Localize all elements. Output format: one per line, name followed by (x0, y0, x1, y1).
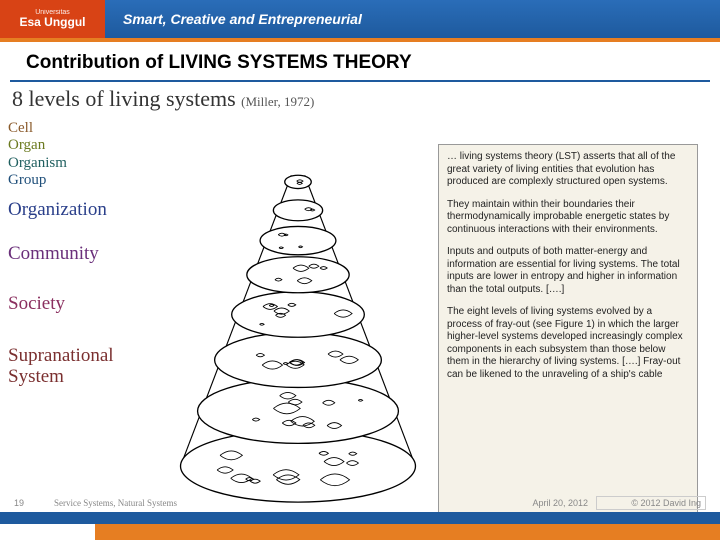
slide-footer: 19 Service Systems, Natural Systems Apri… (0, 496, 720, 510)
pyramid-layer (260, 226, 336, 254)
pyramid-layer (247, 257, 349, 293)
level-item: Society (8, 293, 158, 315)
level-item: Organism (8, 155, 158, 172)
pyramid-diagram (168, 144, 428, 504)
figure-citation: (Miller, 1972) (241, 94, 314, 109)
level-item: Group (8, 172, 158, 189)
bottom-blue-bar (0, 512, 720, 524)
level-item: Supranational System (8, 345, 158, 389)
pyramid-layer (273, 200, 322, 221)
level-item: Organization (8, 199, 158, 221)
description-panel: … living systems theory (LST) asserts th… (438, 144, 698, 516)
levels-column: CellOrganOrganismGroup Organization Commun… (8, 116, 158, 532)
header-bar: Universitas Esa Unggul Smart, Creative a… (0, 0, 720, 38)
figure-title-row: 8 levels of living systems (Miller, 1972… (0, 82, 720, 112)
desc-paragraph-2: They maintain within their boundaries th… (447, 199, 689, 237)
pyramid-layer (232, 292, 365, 337)
bottom-orange-bar (95, 524, 720, 540)
footer-date: April 20, 2012 (468, 498, 588, 508)
footer-title: Service Systems, Natural Systems (54, 498, 468, 508)
pyramid-layer (198, 379, 399, 443)
level-item: Cell (8, 120, 158, 137)
desc-paragraph-3: Inputs and outputs of both matter-energy… (447, 246, 689, 296)
level-item: Community (8, 243, 158, 265)
desc-paragraph-1: … living systems theory (LST) asserts th… (447, 151, 689, 189)
logo-top-text: Universitas (35, 9, 70, 17)
university-logo: Universitas Esa Unggul (0, 0, 105, 38)
logo-name-text: Esa Unggul (19, 16, 85, 29)
bottom-bars (0, 512, 720, 540)
bottom-orange-gap (0, 524, 95, 540)
bottom-orange-wrap (0, 524, 720, 540)
slide-title: Contribution of LIVING SYSTEMS THEORY (10, 42, 710, 82)
desc-paragraph-4: The eight levels of living systems evolv… (447, 306, 689, 381)
figure-title: 8 levels of living systems (Miller, 1972… (12, 86, 314, 111)
header-tagline: Smart, Creative and Entrepreneurial (123, 11, 362, 27)
content-region: CellOrganOrganismGroup Organization Commun… (0, 112, 720, 532)
levels-list: CellOrganOrganismGroup Organization Commun… (8, 120, 158, 388)
footer-copyright: © 2012 David Ing (596, 496, 706, 510)
page-number: 19 (14, 498, 54, 508)
level-item: Organ (8, 137, 158, 154)
pyramid-column (158, 116, 438, 532)
figure-title-text: 8 levels of living systems (12, 86, 236, 111)
